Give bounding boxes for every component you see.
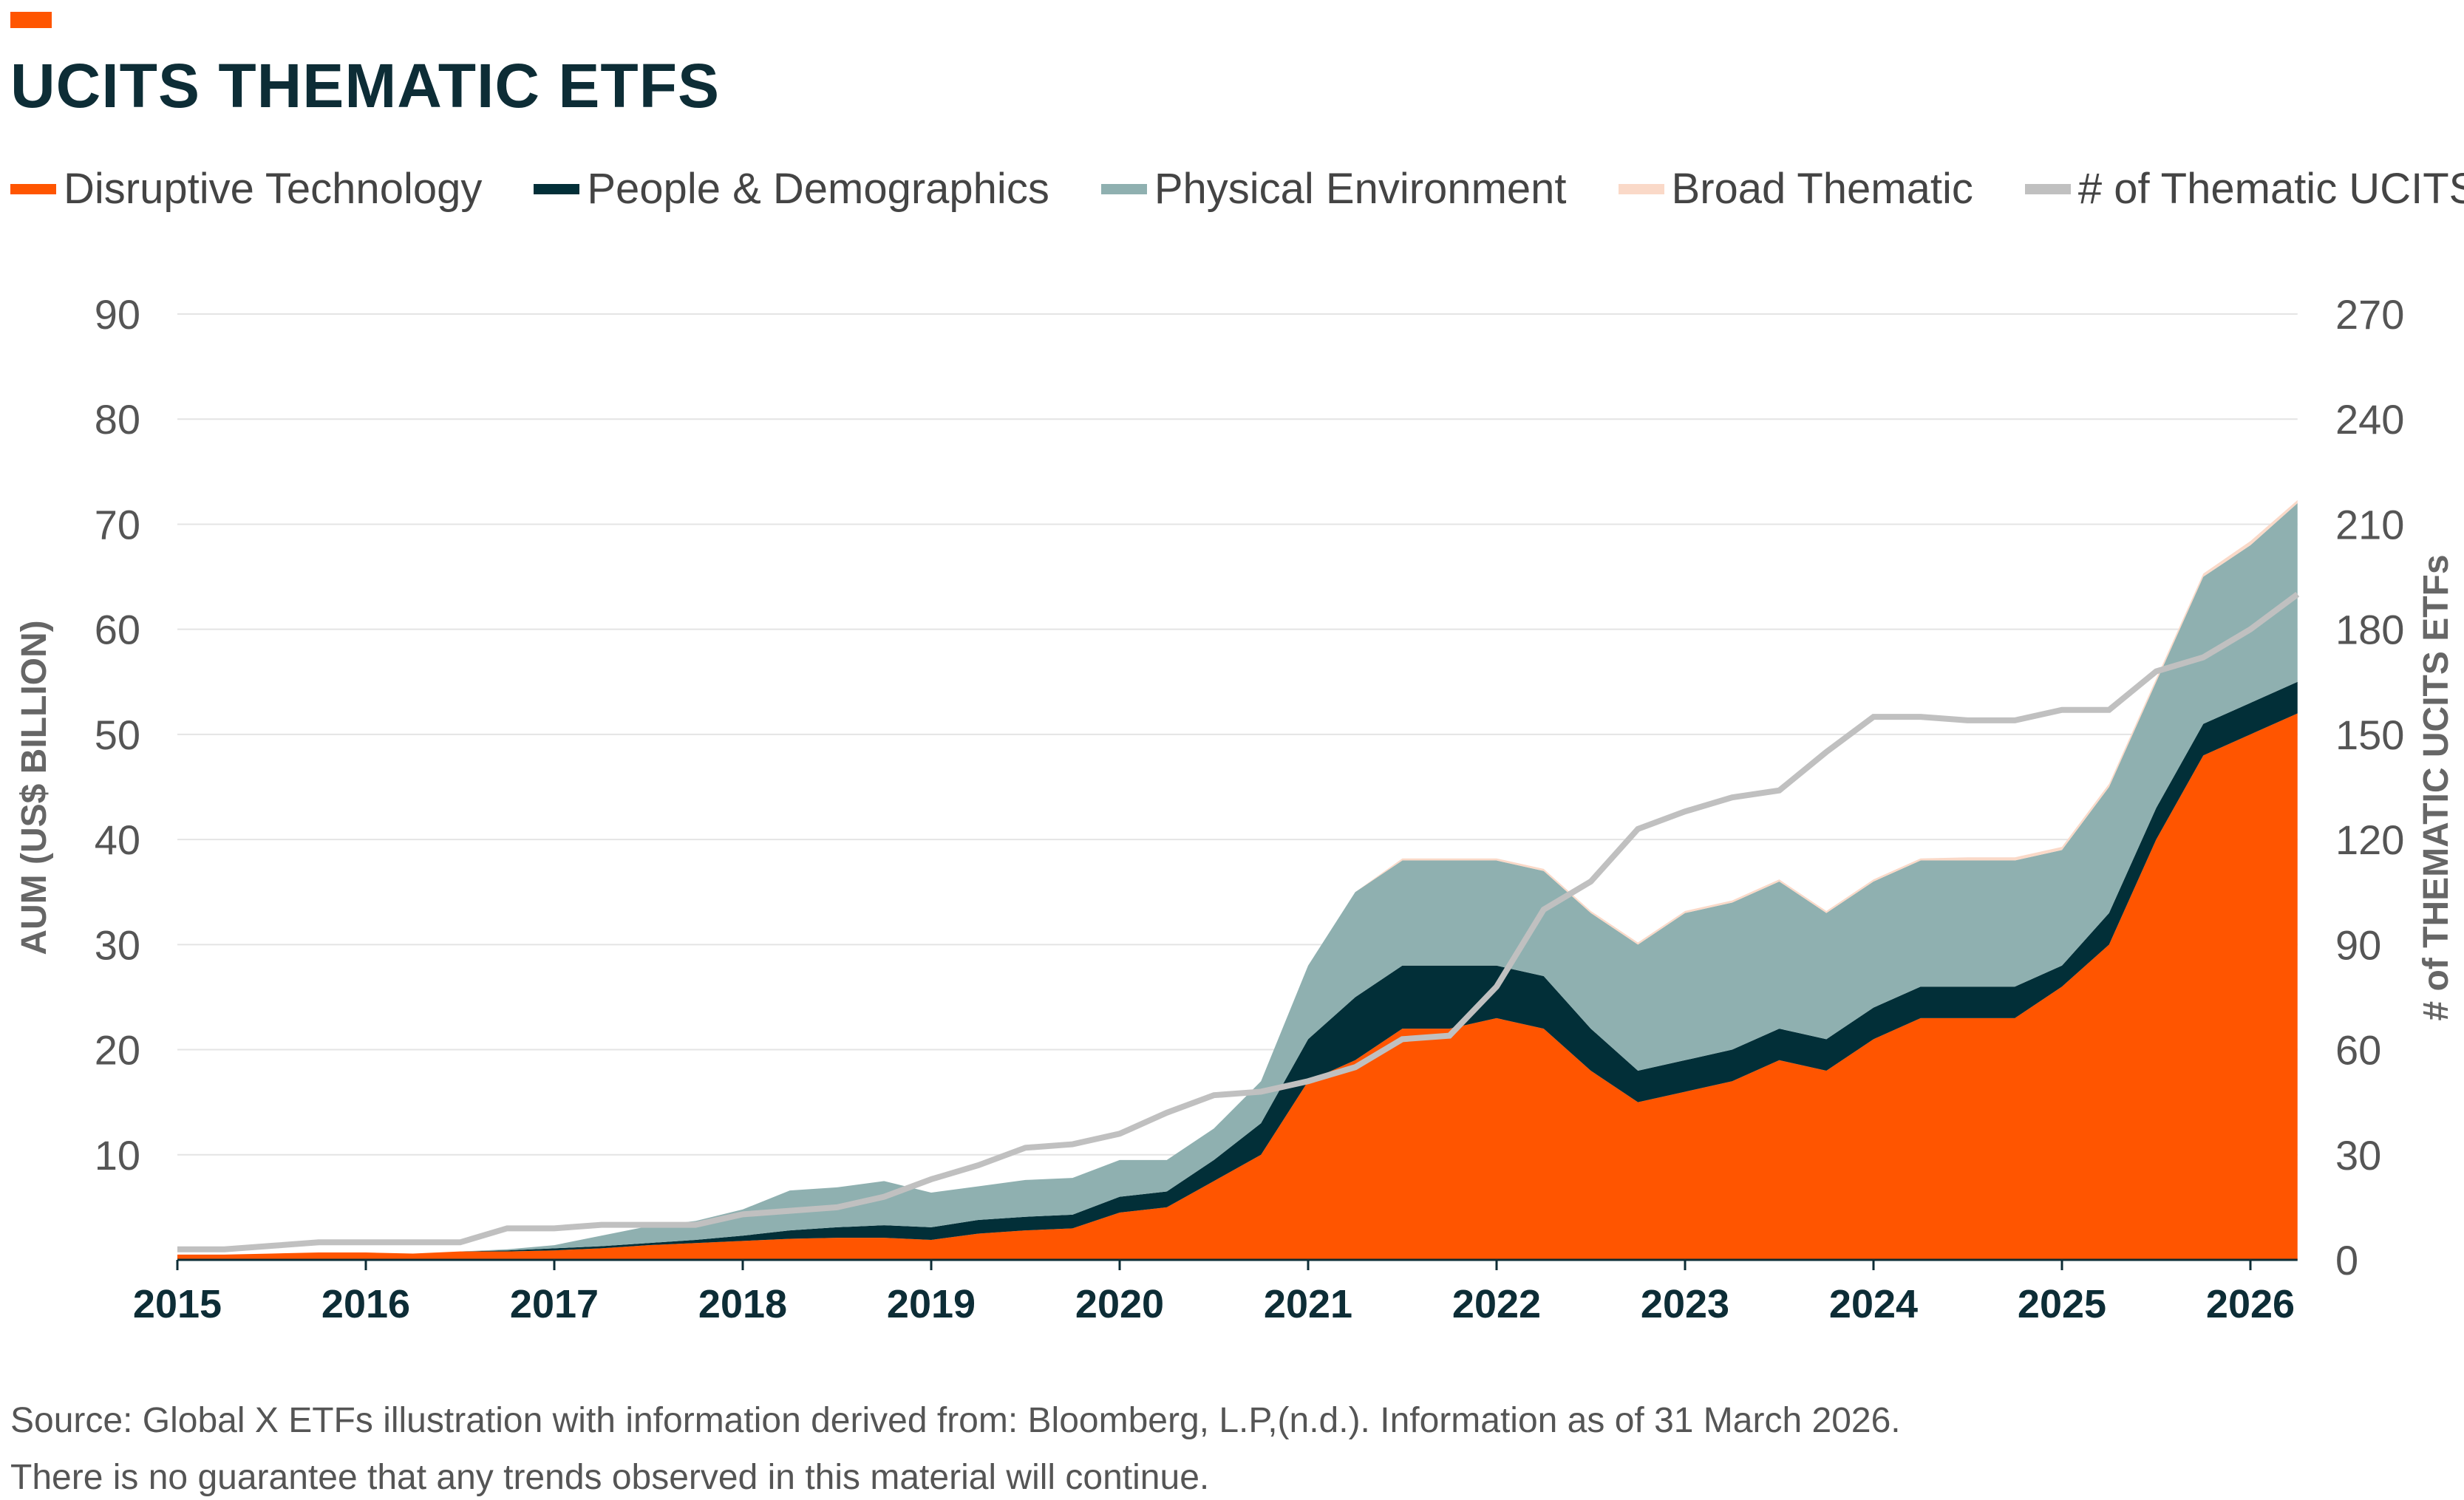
x-tick-label: 2016: [321, 1282, 410, 1326]
y2-tick-label: 210: [2335, 501, 2404, 548]
x-tick-label: 2020: [1075, 1282, 1164, 1326]
y-axis-label: AUM (US$ BILLION): [15, 620, 54, 955]
legend-label: Broad Thematic: [1671, 165, 1973, 213]
y2-tick-label: 180: [2335, 607, 2404, 653]
x-tick-label: 2022: [1452, 1282, 1541, 1326]
area-disruptive-technology: [177, 713, 2298, 1260]
y2-tick-label: 150: [2335, 712, 2404, 758]
y2-tick-label: 270: [2335, 291, 2404, 338]
y2-tick-label: 0: [2335, 1237, 2358, 1283]
legend-swatch: [10, 183, 56, 194]
y2-axis-label: # of THEMATIC UCITS ETFs: [2417, 554, 2456, 1020]
y-tick-label: 10: [95, 1132, 140, 1179]
x-tick-label: 2024: [1829, 1282, 1918, 1326]
disclaimer-note: There is no guarantee that any trends ob…: [10, 1458, 1210, 1497]
legend-label: Physical Environment: [1154, 165, 1567, 213]
legend-item-disruptive: Disruptive Technology: [10, 164, 482, 214]
legend-label: Disruptive Technology: [64, 165, 483, 213]
legend-swatch: [534, 183, 580, 194]
x-tick-label: 2026: [2206, 1282, 2295, 1326]
legend-item-broad: Broad Thematic: [1618, 164, 1973, 214]
y-tick-label: 30: [95, 921, 140, 968]
source-note: Source: Global X ETFs illustration with …: [10, 1401, 1901, 1440]
x-tick-label: 2015: [133, 1282, 222, 1326]
y2-tick-label: 60: [2335, 1027, 2381, 1074]
legend-item-people: People & Demographics: [534, 164, 1049, 214]
x-tick-label: 2018: [698, 1282, 787, 1326]
brand-accent-bar: [10, 12, 52, 28]
legend: Disruptive Technology People & Demograph…: [10, 164, 2464, 214]
y2-tick-label: 30: [2335, 1132, 2381, 1179]
y2-tick-label: 90: [2335, 921, 2381, 968]
line-thematic-ucits-count: [177, 592, 2300, 1252]
x-tick-label: 2023: [1641, 1282, 1729, 1326]
y-tick-label: 40: [95, 817, 140, 863]
y2-tick-label: 240: [2335, 396, 2404, 443]
legend-swatch: [2024, 183, 2071, 194]
x-tick-label: 2025: [2018, 1282, 2106, 1326]
y-tick-label: 50: [95, 712, 140, 758]
legend-label: # of Thematic UCITS: [2077, 165, 2464, 213]
y-tick-label: 60: [95, 607, 140, 653]
x-tick-label: 2021: [1264, 1282, 1352, 1326]
x-tick-label: 2017: [510, 1282, 599, 1326]
y2-tick-label: 120: [2335, 817, 2404, 863]
legend-label: People & Demographics: [587, 165, 1049, 213]
y-tick-label: 20: [95, 1027, 140, 1074]
legend-item-physical: Physical Environment: [1100, 164, 1567, 214]
legend-item-count: # of Thematic UCITS: [2024, 164, 2464, 214]
legend-swatch: [1618, 183, 1664, 194]
y-tick-label: 80: [95, 396, 140, 443]
y-tick-label: 90: [95, 291, 140, 338]
x-tick-label: 2019: [887, 1282, 976, 1326]
y-tick-label: 70: [95, 501, 140, 548]
legend-swatch: [1100, 183, 1147, 194]
chart-title: UCITS THEMATIC ETFS: [10, 51, 721, 120]
